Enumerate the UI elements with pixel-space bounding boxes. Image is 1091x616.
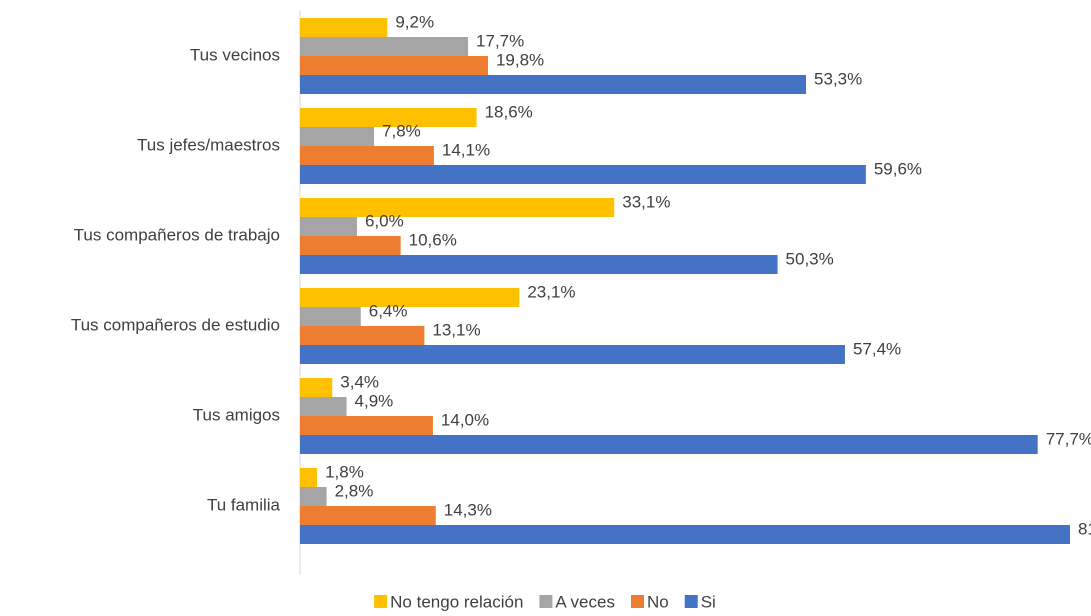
y-tick-label: Tus amigos [193,405,280,424]
bar [300,198,615,217]
data-label: 2,8% [335,481,374,500]
bar [300,525,1070,544]
data-label: 6,0% [365,211,404,230]
data-label: 77,7% [1046,429,1091,448]
bar [300,165,866,184]
legend-swatch [539,595,553,608]
data-label: 18,6% [485,102,533,121]
data-label: 23,1% [527,282,575,301]
bar [300,56,488,75]
data-label: 7,8% [382,121,421,140]
data-label: 13,1% [432,320,480,339]
bar [300,108,477,127]
bar [300,416,433,435]
data-label: 14,0% [441,410,489,429]
bar [300,236,401,255]
legend-swatch [630,595,644,608]
legend-label: A veces [555,592,615,611]
bar [300,506,436,525]
y-tick-label: Tu familia [207,495,281,514]
legend-label: Si [701,592,716,611]
bar [300,326,425,345]
data-label: 57,4% [853,339,901,358]
data-label: 19,8% [496,50,544,69]
legend-label: No tengo relación [390,592,523,611]
data-label: 14,3% [444,500,492,519]
bar [300,378,333,397]
data-label: 9,2% [395,12,434,31]
data-label: 53,3% [814,69,862,88]
data-label: 6,4% [369,301,408,320]
data-label: 81,1% [1078,519,1091,538]
data-label: 1,8% [325,462,364,481]
legend-label: No [647,592,669,611]
data-label: 14,1% [442,140,490,159]
data-label: 33,1% [622,192,670,211]
bar [300,397,347,416]
bar [300,468,318,487]
y-tick-label: Tus compañeros de estudio [71,315,280,334]
bar [300,487,327,506]
y-tick-label: Tus compañeros de trabajo [74,225,280,244]
data-label: 10,6% [409,230,457,249]
bar [300,307,361,326]
legend-swatch [684,595,698,608]
data-label: 17,7% [476,31,524,50]
bar [300,146,434,165]
bar [300,345,845,364]
bar [300,255,778,274]
data-label: 4,9% [355,391,394,410]
bar [300,18,388,37]
data-label: 3,4% [340,372,379,391]
bar [300,288,520,307]
bar [300,217,357,236]
data-label: 59,6% [874,159,922,178]
bar [300,37,469,56]
data-label: 50,3% [786,249,834,268]
bar [300,127,375,146]
y-tick-label: Tus vecinos [190,45,280,64]
bar [300,435,1038,454]
y-tick-label: Tus jefes/maestros [137,135,280,154]
bar [300,75,807,94]
legend-swatch [374,595,388,608]
